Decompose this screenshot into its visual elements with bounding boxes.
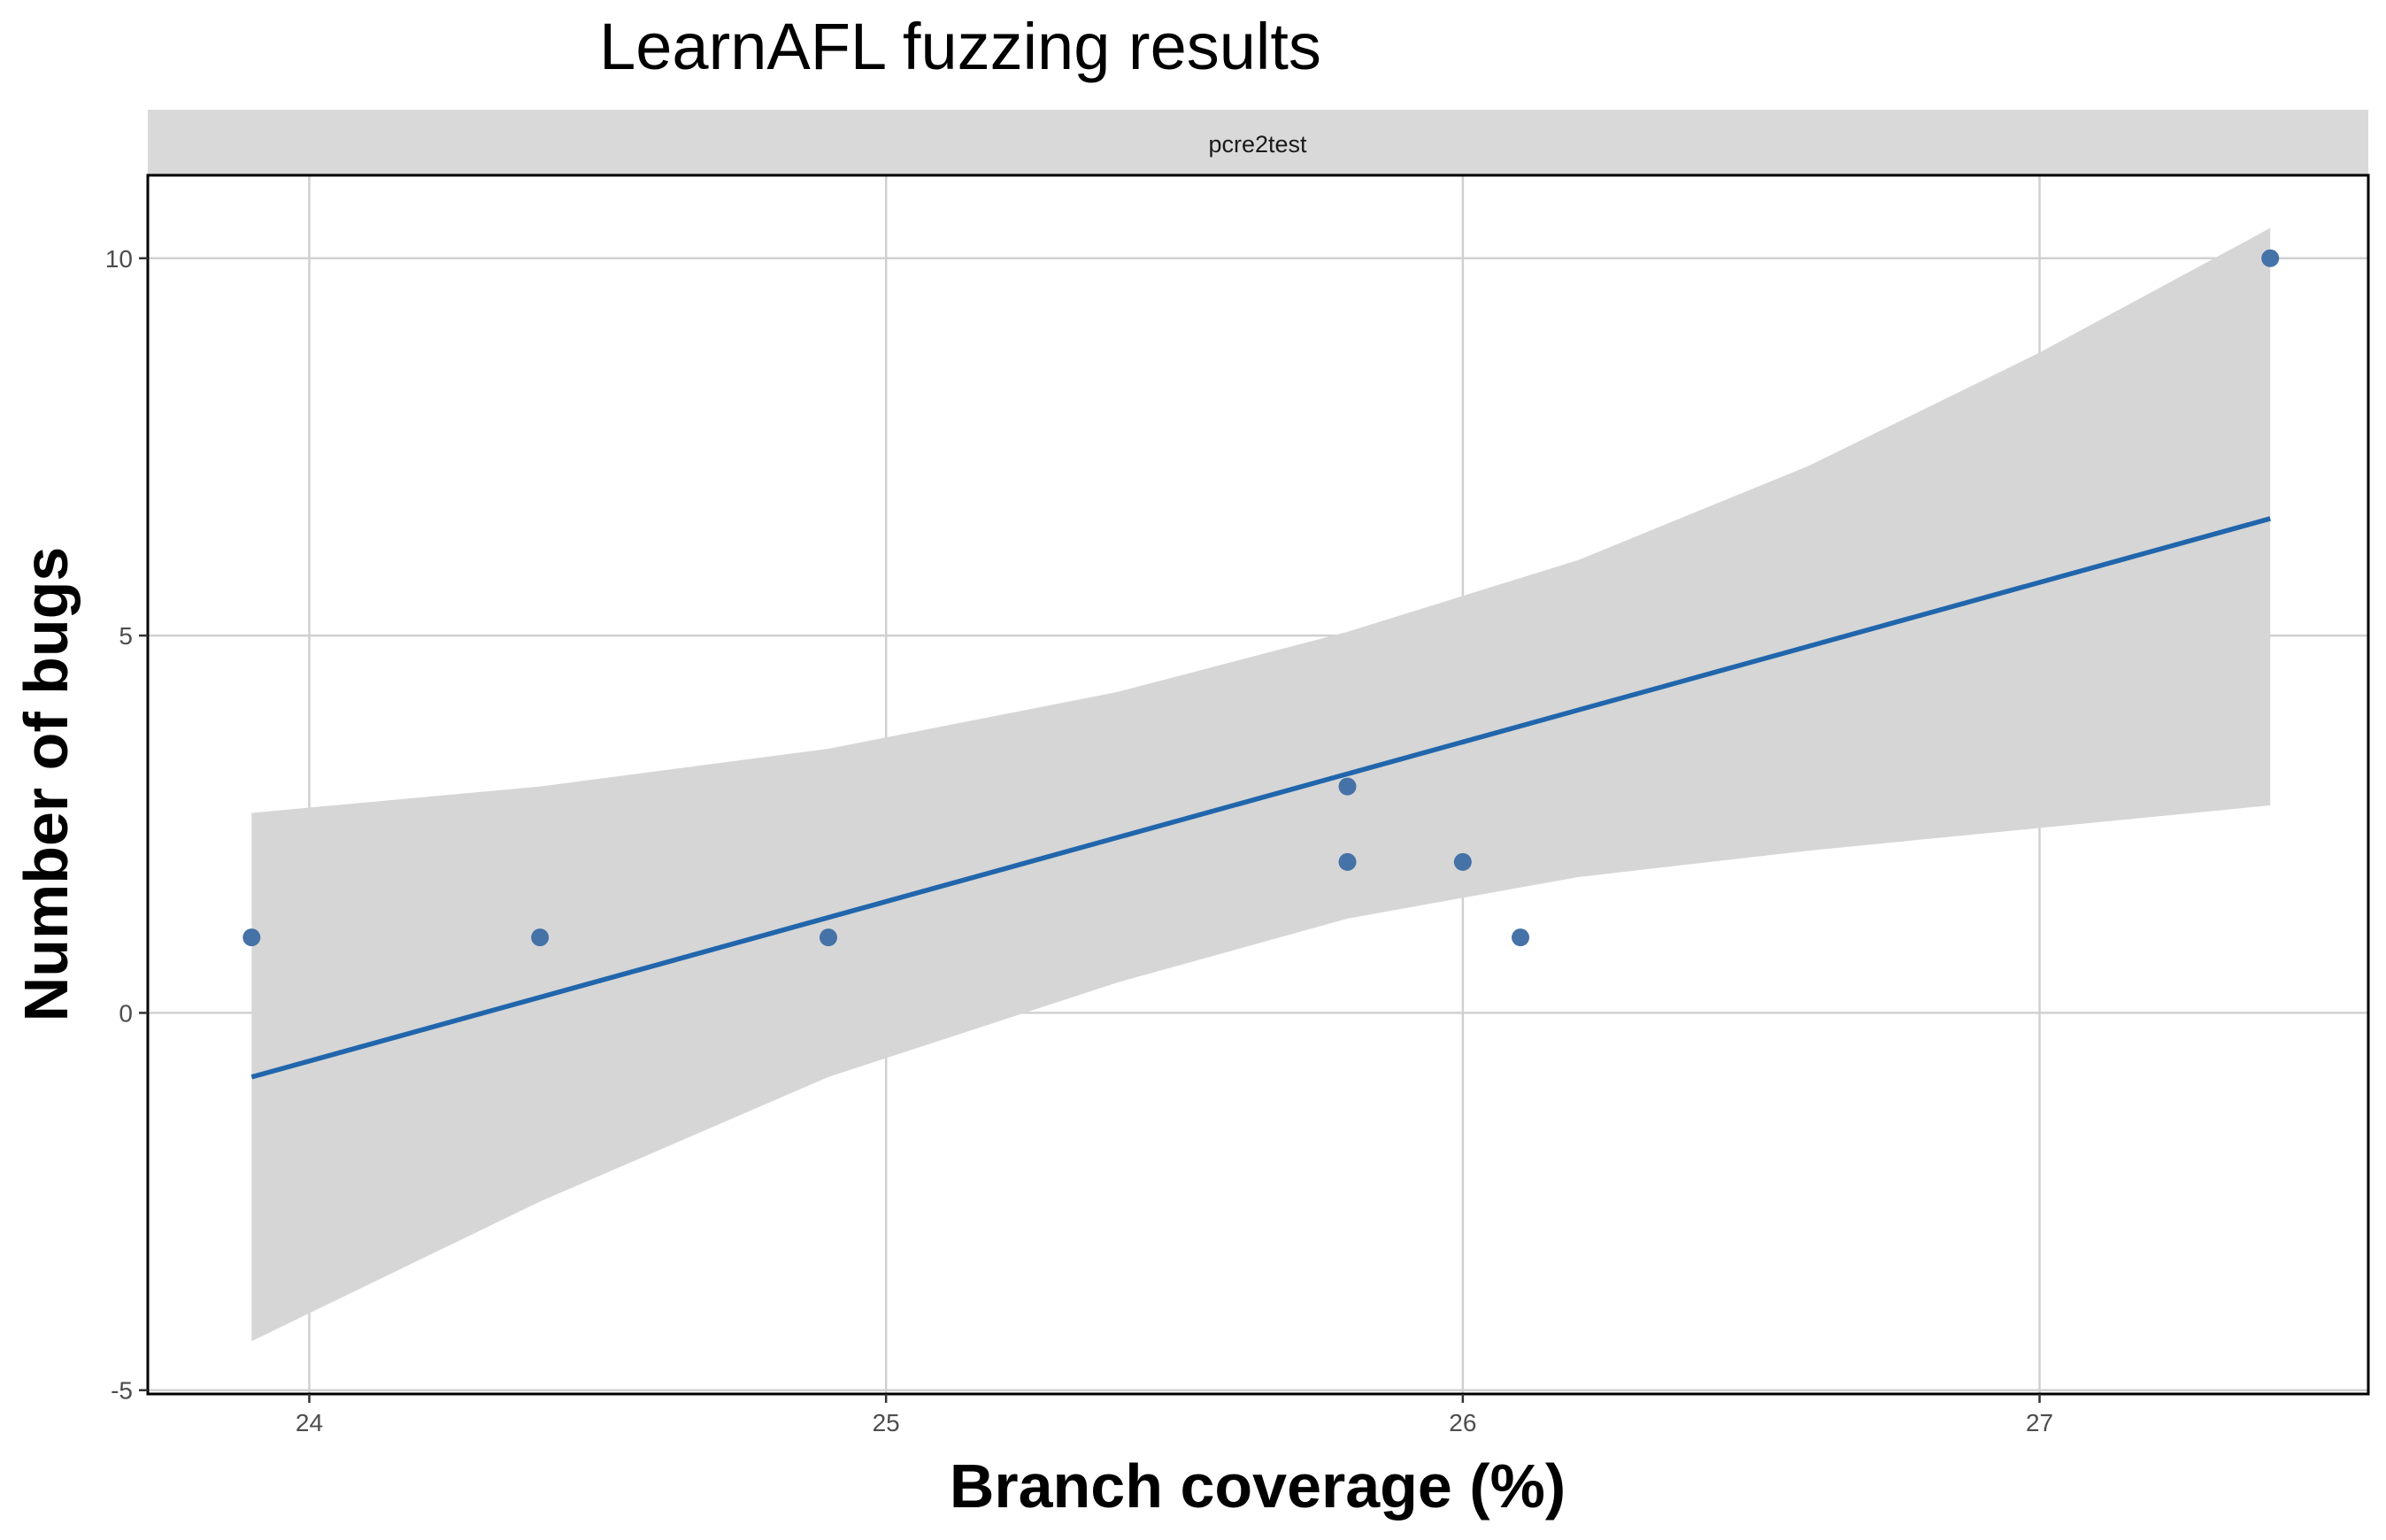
fit-line — [250, 516, 2271, 1080]
x-tick-label: 24 — [296, 1409, 323, 1436]
data-point — [1338, 777, 1357, 796]
data-point — [2261, 249, 2280, 267]
data-point — [1338, 852, 1357, 871]
y-tick-label: 5 — [119, 622, 133, 650]
facet-strip — [148, 110, 2368, 175]
y-axis-title: Number of bugs — [12, 547, 81, 1022]
data-point — [1512, 928, 1530, 947]
chart-title: LearnAFL fuzzing results — [599, 10, 1321, 83]
x-tick-label: 25 — [873, 1409, 900, 1436]
confidence-band — [251, 227, 2271, 1342]
plot-panel-border — [146, 173, 2370, 1396]
points-layer — [242, 249, 2280, 947]
facet-strip-label: pcre2test — [1208, 131, 1307, 158]
x-tick-label: 27 — [2026, 1409, 2053, 1436]
fit-line-layer — [250, 516, 2271, 1080]
data-point — [1453, 852, 1472, 871]
y-tick-label: 10 — [105, 245, 133, 273]
x-tick-label: 26 — [1449, 1409, 1476, 1436]
y-tick-label: 0 — [119, 999, 133, 1027]
confidence-band-layer — [251, 227, 2271, 1342]
data-point — [531, 928, 550, 947]
x-axis-ticks: 24 25 26 27 — [296, 1394, 2053, 1436]
data-point — [242, 928, 261, 947]
y-tick-label: -5 — [111, 1377, 133, 1405]
x-axis-title: Branch coverage (%) — [950, 1451, 1566, 1521]
y-axis-ticks: -5 0 5 10 — [105, 245, 148, 1405]
data-point — [819, 928, 837, 947]
